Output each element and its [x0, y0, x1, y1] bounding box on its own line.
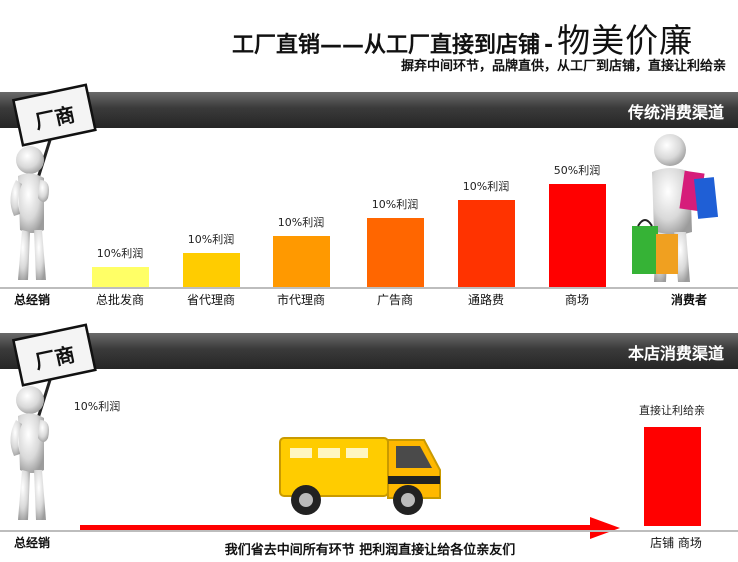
bar-6	[549, 184, 606, 287]
store-bar	[644, 427, 701, 526]
bar-category-label: 商场	[564, 293, 589, 307]
bar-profit-label: 10%利润	[371, 198, 419, 211]
store-channel-label: 本店消费渠道	[627, 344, 724, 363]
title-part1: 工厂直销——从工厂直接到店铺	[232, 33, 541, 58]
person-holding-sign-icon: 厂商	[0, 80, 110, 290]
store-left-profit-label: 10%利润	[73, 400, 121, 413]
traditional-right-label: 消费者	[670, 293, 707, 307]
shopper-with-bags-icon	[626, 128, 726, 288]
bar-2	[183, 253, 240, 287]
title-separator: -	[544, 33, 554, 58]
bar-1	[92, 267, 149, 287]
title-part2: 物美价廉	[557, 21, 694, 60]
store-left-label: 总经销	[13, 536, 50, 550]
bar-4	[367, 218, 424, 287]
bar-category-label: 通路费	[467, 293, 504, 307]
store-right-top-label: 直接让利给亲	[639, 404, 705, 417]
traditional-channel-banner	[0, 92, 738, 128]
bar-5	[458, 200, 515, 287]
store-baseline	[0, 530, 738, 532]
bar-profit-label: 10%利润	[96, 247, 144, 260]
store-channel-banner	[0, 333, 738, 369]
arrow-text: 我们省去中间所有环节 把利润直接让给各位亲友们	[224, 543, 516, 558]
bar-profit-label: 10%利润	[462, 180, 510, 193]
traditional-baseline	[0, 287, 738, 289]
traditional-channel-label: 传统消费渠道	[627, 103, 724, 122]
store-right-bottom-label: 店铺 商场	[650, 536, 702, 550]
bar-profit-label: 50%利润	[553, 164, 601, 177]
delivery-truck-icon	[276, 420, 446, 520]
page-subtitle: 摒弃中间环节，品牌直供，从工厂到店铺，直接让利给亲	[400, 59, 726, 74]
person-holding-sign-icon: 厂商	[0, 320, 110, 530]
bar-category-label: 市代理商	[276, 293, 325, 307]
bar-category-label: 省代理商	[186, 293, 235, 307]
traditional-left-label: 总经销	[13, 293, 50, 307]
bar-category-label: 广告商	[376, 293, 413, 307]
page-title: 工厂直销——从工厂直接到店铺 - 物美价廉	[232, 14, 732, 60]
bar-3	[273, 236, 330, 287]
arrow	[80, 517, 620, 539]
bar-profit-label: 10%利润	[277, 216, 325, 229]
bar-profit-label: 10%利润	[187, 233, 235, 246]
bar-category-label: 总批发商	[95, 293, 144, 307]
traditional-bars: 10%利润总批发商 10%利润省代理商 10%利润市代理商 10%利润广告商 10%利润…	[92, 164, 606, 307]
